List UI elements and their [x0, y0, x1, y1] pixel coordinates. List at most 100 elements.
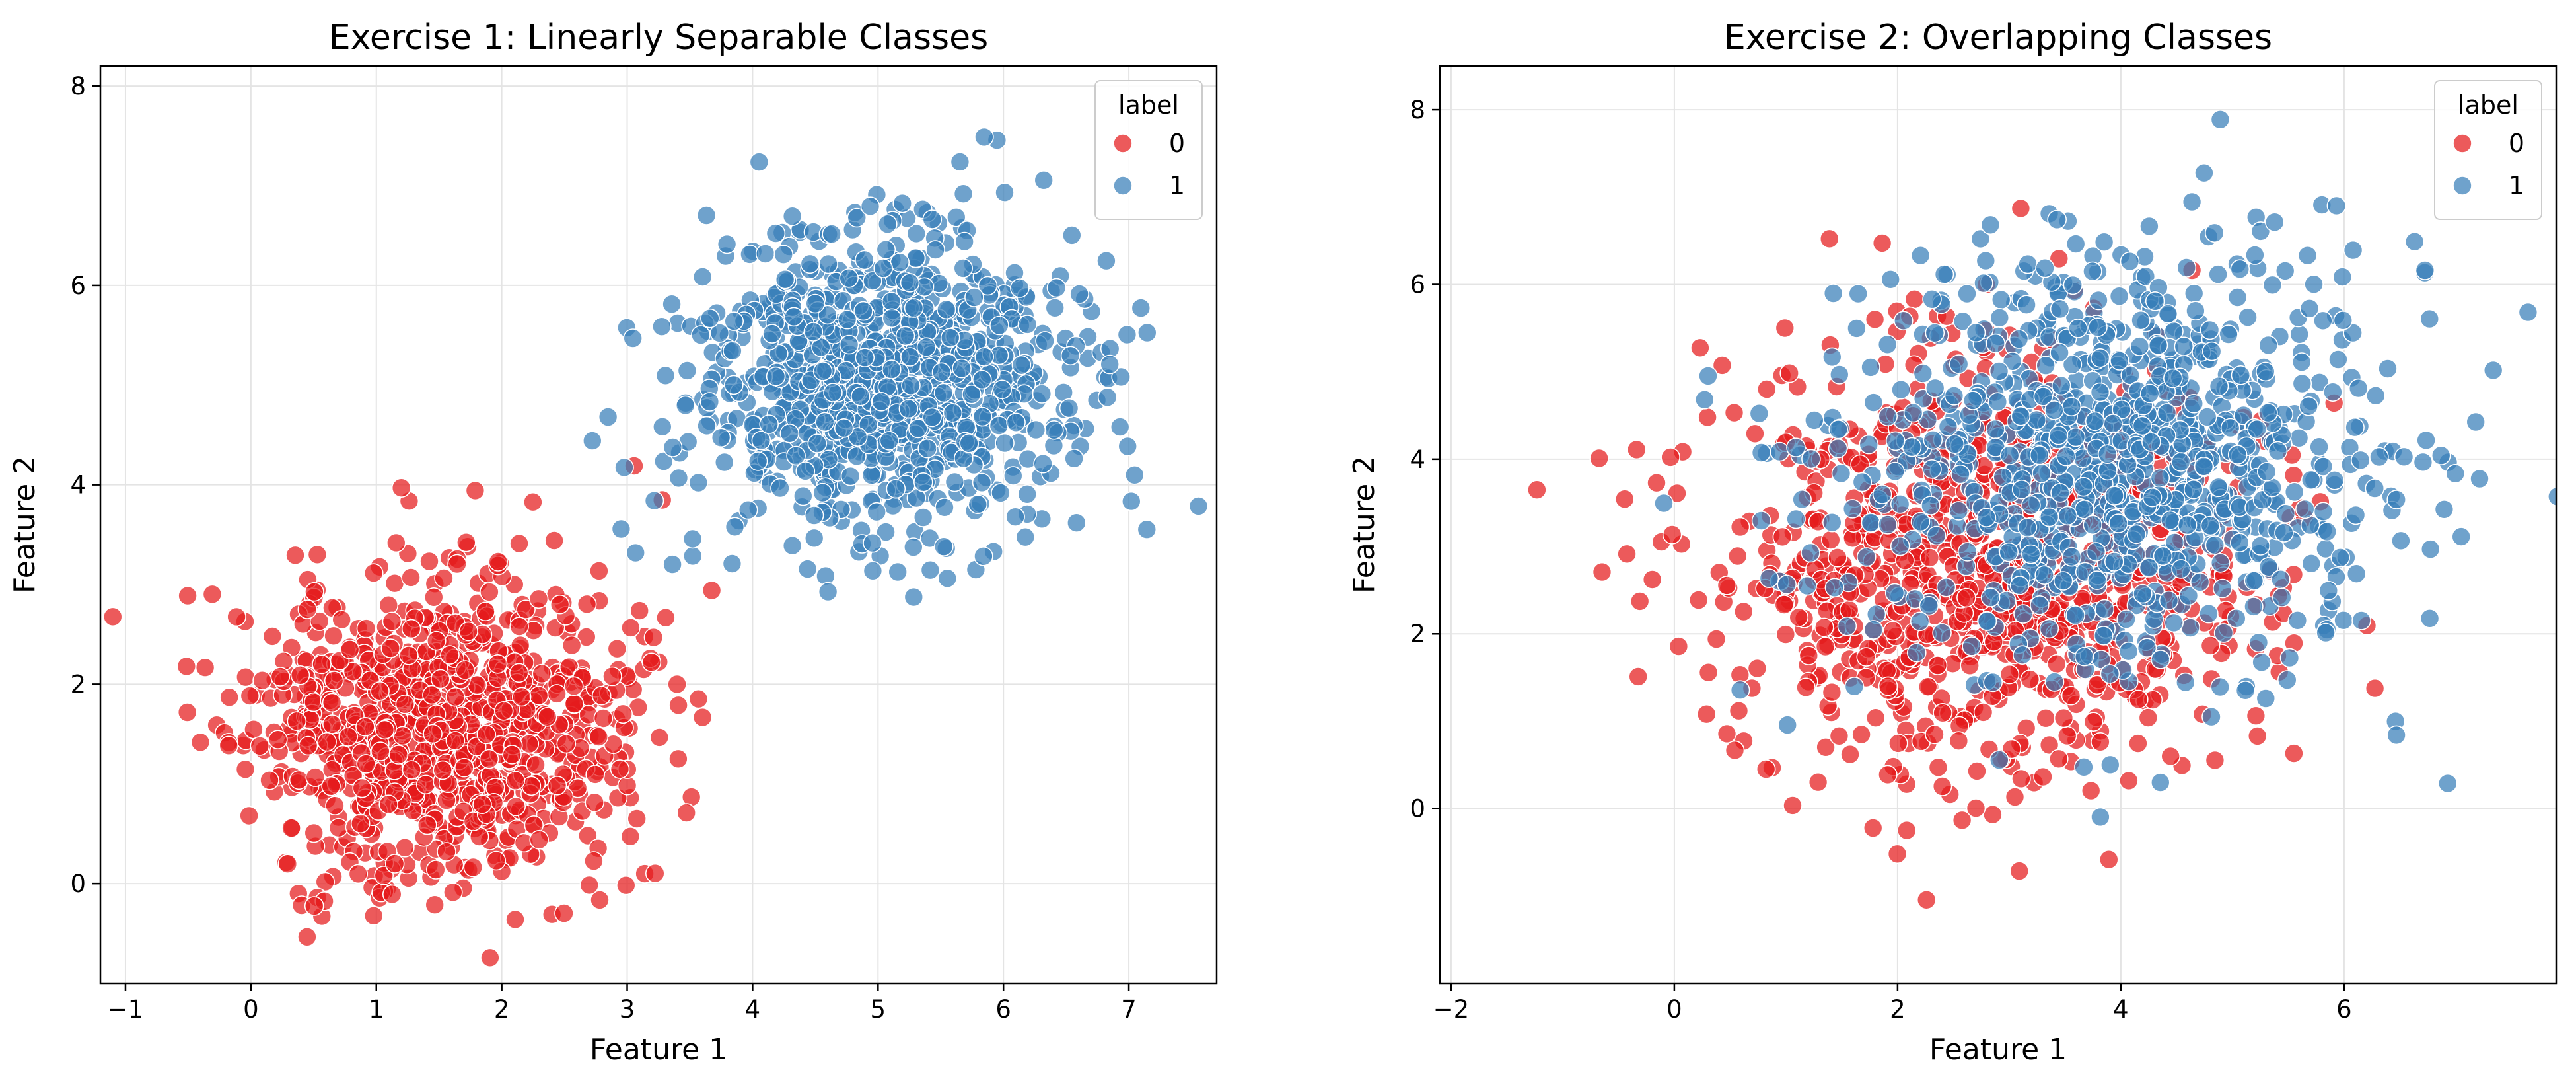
scatter-point — [2073, 476, 2094, 497]
scatter-point — [2201, 341, 2222, 361]
scatter-point — [724, 375, 744, 395]
scatter-point — [626, 543, 646, 563]
scatter-point — [378, 595, 399, 615]
x-tick-label: 5 — [871, 995, 886, 1024]
axes-frame — [1439, 65, 2558, 985]
scatter-point — [556, 734, 577, 754]
scatter-point — [2301, 553, 2321, 574]
scatter-point — [2345, 505, 2366, 525]
scatter-point — [917, 438, 937, 459]
scatter-point — [1717, 576, 1737, 595]
scatter-point — [871, 391, 892, 412]
legend-entry-label: 1 — [1169, 171, 1185, 200]
scatter-point — [2139, 558, 2159, 578]
scatter-point — [1923, 430, 1943, 450]
scatter-point — [1137, 322, 1157, 343]
scatter-point — [1888, 734, 1908, 753]
scatter-point — [2297, 245, 2318, 266]
scatter-point — [324, 671, 344, 691]
scatter-point — [2001, 739, 2022, 759]
scatter-point — [177, 702, 197, 722]
scatter-point — [202, 584, 223, 605]
scatter-point — [2213, 623, 2234, 643]
scatter-point — [1725, 740, 1745, 761]
scatter-point — [437, 790, 456, 810]
scatter-point — [2100, 755, 2120, 775]
scatter-point — [2061, 396, 2082, 417]
scatter-point — [1926, 525, 1947, 546]
scatter-point — [2413, 452, 2433, 472]
scatter-point — [2137, 638, 2157, 658]
scatter-point — [305, 767, 326, 787]
scatter-point — [2171, 559, 2191, 579]
scatter-point — [2153, 546, 2173, 566]
scatter-point — [386, 533, 406, 553]
scatter-point — [1690, 338, 1710, 358]
scatter-point — [847, 207, 867, 228]
scatter-point — [1059, 398, 1079, 418]
scatter-point — [2295, 499, 2315, 519]
scatter-point — [818, 305, 838, 325]
scatter-point — [800, 254, 820, 274]
scatter-point — [834, 418, 854, 438]
scatter-point — [1966, 798, 1986, 818]
scatter-point — [2299, 298, 2320, 319]
scatter-point — [1885, 461, 1905, 482]
scatter-point — [1799, 646, 1819, 665]
scatter-point — [1932, 776, 1952, 796]
scatter-point — [2197, 407, 2217, 427]
scatter-point — [2256, 689, 2276, 708]
scatter-point — [953, 258, 973, 278]
y-tick-label: 8 — [1410, 96, 1425, 124]
scatter-point — [692, 267, 713, 287]
scatter-point — [317, 732, 337, 752]
scatter-point — [1527, 480, 1547, 500]
scatter-point — [1814, 617, 1834, 638]
scatter-point — [1801, 449, 1821, 469]
scatter-point — [2036, 708, 2056, 728]
scatter-point — [879, 431, 899, 451]
scatter-point — [2230, 533, 2250, 553]
scatter-point — [2158, 304, 2178, 324]
scatter-point — [968, 494, 988, 515]
scatter-point — [2104, 486, 2124, 506]
scatter-point — [1131, 298, 1151, 318]
scatter-point — [2180, 618, 2200, 638]
scatter-point — [2386, 490, 2406, 509]
scatter-point — [1015, 527, 1036, 547]
scatter-point — [1921, 496, 1941, 515]
x-tick-label: 2 — [1890, 995, 1906, 1024]
scatter-point — [1786, 509, 1806, 529]
scatter-point — [2034, 565, 2054, 585]
scatter-point — [2205, 535, 2225, 555]
scatter-point — [363, 906, 384, 926]
scatter-point — [2247, 726, 2268, 746]
scatter-point — [1989, 361, 2009, 381]
chart-title: Exercise 1: Linearly Separable Classes — [329, 18, 988, 57]
scatter-point — [2386, 725, 2406, 745]
legend-marker — [2452, 133, 2472, 153]
scatter-point — [1615, 489, 1635, 509]
scatter-point — [2279, 648, 2300, 668]
x-tick-label: 0 — [1666, 995, 1682, 1024]
scatter-point — [1026, 420, 1046, 440]
scatter-point — [1006, 412, 1026, 433]
scatter-point — [298, 735, 318, 756]
scatter-point — [1949, 731, 1969, 751]
scatter-point — [1792, 489, 1812, 509]
scatter-point — [1003, 466, 1023, 486]
scatter-point — [1589, 448, 1609, 469]
scatter-point — [1816, 737, 1836, 757]
scatter-point — [904, 298, 924, 318]
scatter-point — [516, 599, 536, 620]
scatter-point — [1847, 319, 1867, 338]
scatter-point — [1819, 229, 1840, 249]
scatter-point — [585, 792, 605, 812]
scatter-point — [378, 794, 399, 814]
scatter-point — [1069, 284, 1089, 304]
scatter-point — [2087, 675, 2107, 695]
scatter-point — [692, 707, 713, 728]
scatter-point — [974, 127, 994, 147]
scatter-point — [2351, 450, 2371, 470]
